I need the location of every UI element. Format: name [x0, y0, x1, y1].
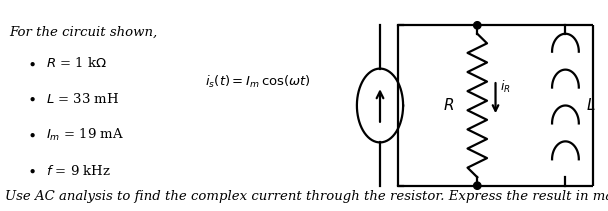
Text: For the circuit shown,: For the circuit shown, [9, 25, 157, 38]
Text: $\bullet$: $\bullet$ [27, 92, 36, 106]
Text: $\bullet$: $\bullet$ [27, 164, 36, 178]
Text: Use AC analysis to find the complex current through the resistor. Express the re: Use AC analysis to find the complex curr… [5, 189, 608, 203]
Text: $R$ = 1 k$\Omega$: $R$ = 1 k$\Omega$ [46, 56, 106, 70]
Polygon shape [474, 22, 481, 29]
Text: $L$ = 33 mH: $L$ = 33 mH [46, 92, 119, 106]
Text: $R$: $R$ [443, 97, 454, 114]
Text: $L$: $L$ [586, 97, 596, 114]
Text: $i_R$: $i_R$ [500, 78, 511, 95]
Text: $\bullet$: $\bullet$ [27, 56, 36, 70]
Polygon shape [474, 182, 481, 189]
Text: $I_m$ = 19 mA: $I_m$ = 19 mA [46, 127, 124, 143]
Text: $i_s(t) = I_m\,\cos(\omega t)$: $i_s(t) = I_m\,\cos(\omega t)$ [206, 74, 311, 90]
Text: $f$ = 9 kHz: $f$ = 9 kHz [46, 164, 111, 178]
Text: $\bullet$: $\bullet$ [27, 128, 36, 142]
